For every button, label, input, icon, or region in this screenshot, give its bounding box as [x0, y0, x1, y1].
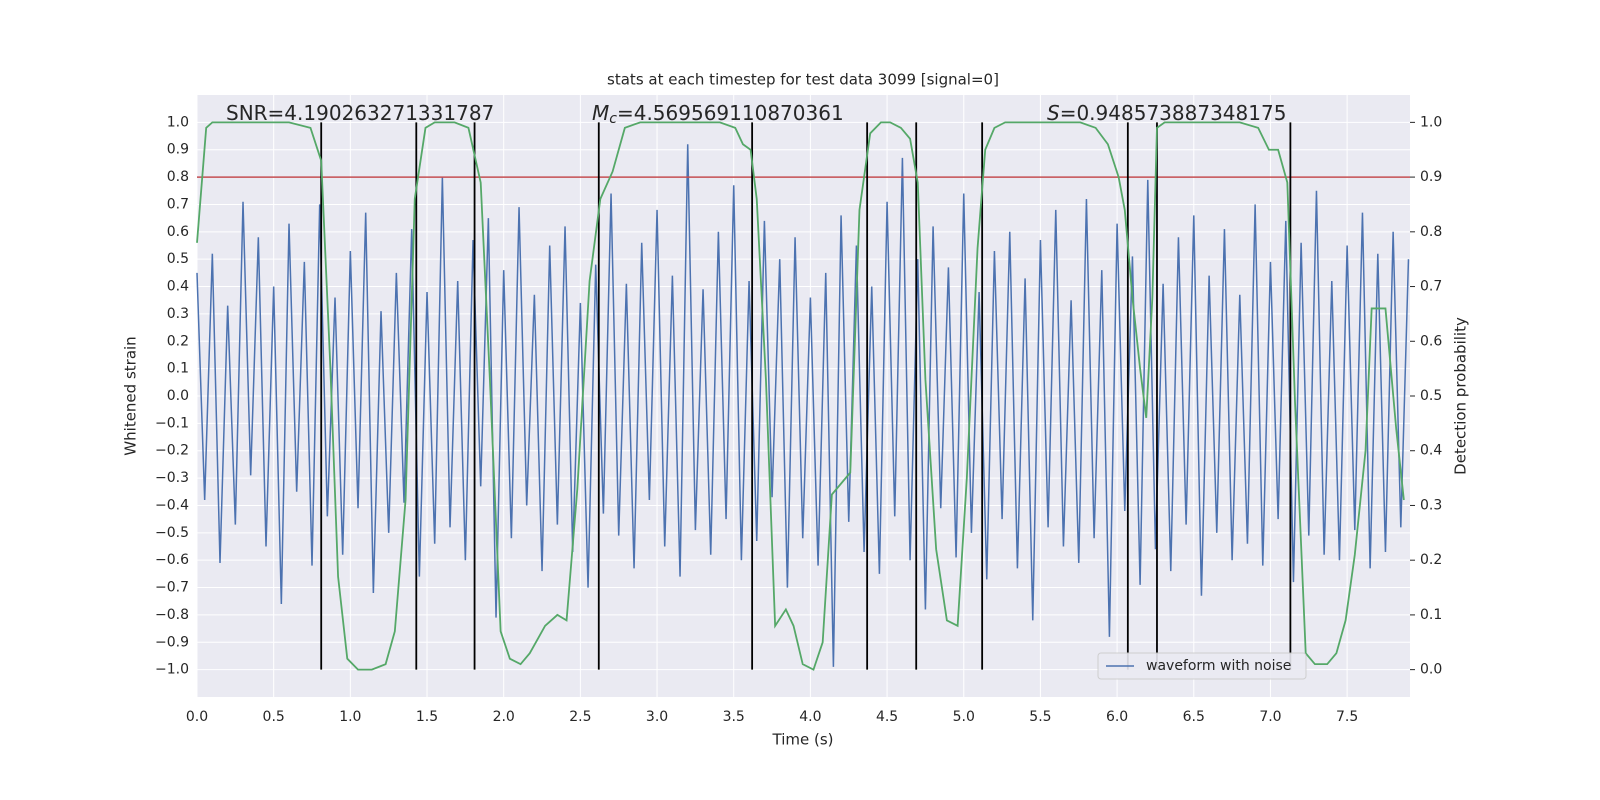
annotation: S=0.948573887348175 [1047, 101, 1286, 125]
x-axis-label: Time (s) [772, 731, 834, 749]
y-tick-label: 0.6 [167, 224, 189, 240]
y-tick-label: −0.2 [155, 443, 189, 459]
y2-tick-label: 0.2 [1420, 552, 1442, 568]
y2-axis-label: Detection probability [1452, 317, 1470, 475]
annotation-text: SNR=4.190263271331787 [226, 101, 494, 125]
y-tick-label: −0.1 [155, 415, 189, 431]
x-tick-label: 0.5 [263, 709, 285, 725]
x-tick-label: 3.0 [646, 709, 668, 725]
x-tick-label: 0.0 [186, 709, 208, 725]
y-tick-label: 0.4 [167, 279, 189, 295]
y-tick-label: 0.8 [167, 169, 189, 185]
y2-tick-label: 0.6 [1420, 333, 1442, 349]
y-tick-label: 0.2 [167, 333, 189, 349]
legend-box [1097, 652, 1307, 680]
y-tick-label: −0.7 [155, 580, 189, 596]
y-tick-label: 0.7 [167, 196, 189, 212]
legend: waveform with noise [1097, 652, 1307, 680]
x-tick-label: 5.5 [1029, 709, 1051, 725]
x-tick-label: 5.0 [953, 709, 975, 725]
x-tick-label: 4.5 [876, 709, 898, 725]
annotation-symbol: S [1047, 101, 1060, 125]
y-tick-label: 0.3 [167, 306, 189, 322]
y-tick-label: −1.0 [155, 662, 189, 678]
y-tick-label: −0.5 [155, 525, 189, 541]
x-tick-label: 7.0 [1259, 709, 1281, 725]
y2-tick-label: 1.0 [1420, 114, 1442, 130]
y-tick-label: 1.0 [167, 114, 189, 130]
y2-tick-label: 0.7 [1420, 279, 1442, 295]
y-tick-label: −0.4 [155, 497, 189, 513]
x-tick-label: 6.5 [1183, 709, 1205, 725]
annotation-symbol: M [592, 101, 609, 125]
x-tick-label: 1.5 [416, 709, 438, 725]
legend-label: waveform with noise [1146, 658, 1291, 674]
series-line [196, 121, 1405, 671]
x-tick-label: 2.0 [493, 709, 515, 725]
x-tick-label: 3.5 [723, 709, 745, 725]
x-tick-label: 1.0 [339, 709, 361, 725]
y2-tick-label: 0.0 [1420, 662, 1442, 678]
annotation-text: =0.948573887348175 [1060, 101, 1287, 125]
chart-title: stats at each timestep for test data 309… [607, 71, 999, 89]
y-tick-label: 0.9 [167, 142, 189, 158]
y2-tick-label: 0.5 [1420, 388, 1442, 404]
x-tick-label: 4.0 [799, 709, 821, 725]
y2-tick-label: 0.8 [1420, 224, 1442, 240]
y-tick-label: −0.8 [155, 607, 189, 623]
y2-tick-label: 0.9 [1420, 169, 1442, 185]
series-line [196, 144, 1410, 667]
annotation: SNR=4.190263271331787 [226, 101, 494, 125]
y-tick-label: −0.6 [155, 552, 189, 568]
y2-tick-label: 0.1 [1420, 607, 1442, 623]
y2-tick-label: 0.3 [1420, 497, 1442, 513]
x-tick-label: 6.0 [1106, 709, 1128, 725]
y-axis-label: Whitened strain [122, 336, 140, 455]
y-tick-label: 0.0 [167, 388, 189, 404]
y2-tick-label: 0.4 [1420, 443, 1442, 459]
x-tick-label: 7.5 [1336, 709, 1358, 725]
y-tick-label: −0.9 [155, 634, 189, 650]
annotation-text: =4.569569110870361 [617, 101, 844, 125]
annotation: Mc=4.569569110870361 [592, 101, 844, 128]
y-tick-label: −0.3 [155, 470, 189, 486]
y-tick-label: 0.5 [167, 251, 189, 267]
x-tick-label: 2.5 [569, 709, 591, 725]
annotation-subscript: c [609, 111, 617, 127]
y-tick-label: 0.1 [167, 361, 189, 377]
